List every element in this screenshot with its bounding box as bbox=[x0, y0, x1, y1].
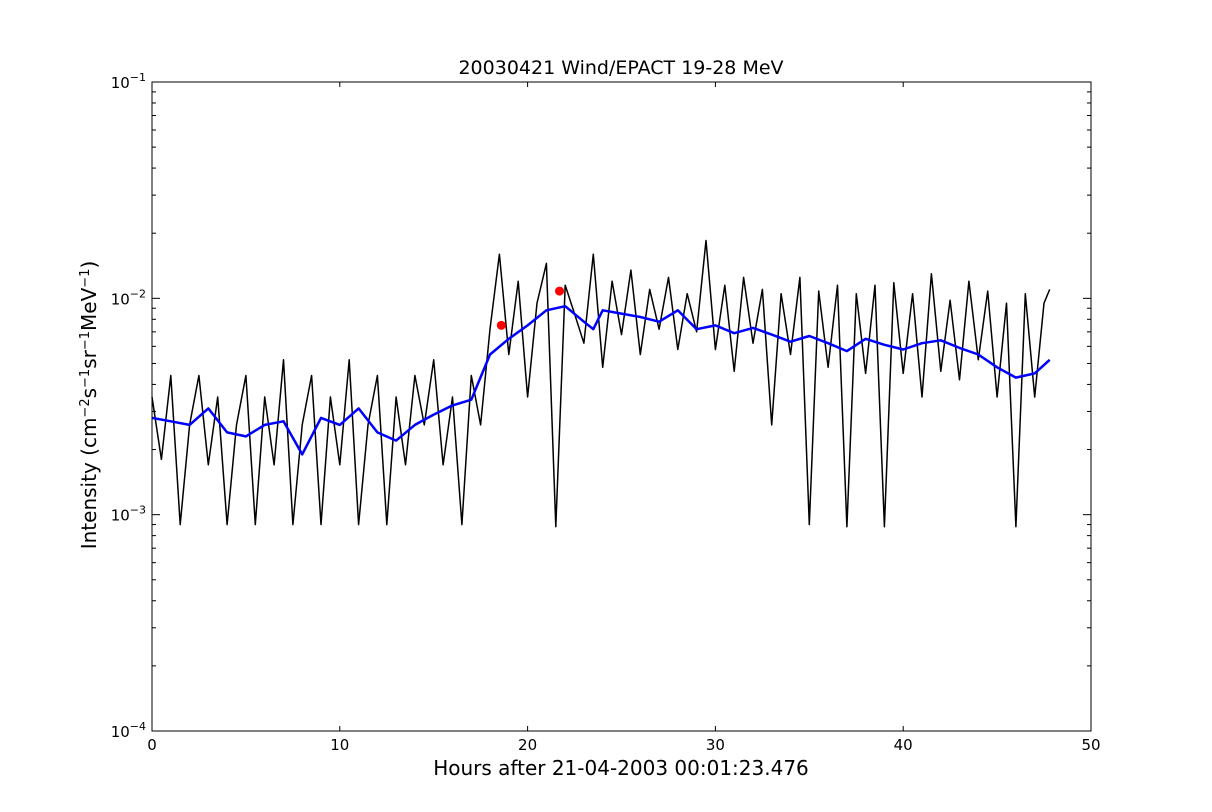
x-tick-label: 20 bbox=[518, 736, 537, 754]
plot-area bbox=[152, 82, 1091, 731]
series-layer bbox=[151, 239, 1051, 528]
y-tick-label: 10−2 bbox=[111, 287, 146, 308]
x-tick-label: 30 bbox=[706, 736, 725, 754]
series-line-raw bbox=[151, 239, 1051, 528]
x-tick-label: 40 bbox=[894, 736, 913, 754]
x-axis-label: Hours after 21-04-2003 00:01:23.476 bbox=[433, 756, 809, 780]
y-axis-label: Intensity (cm−2s−1sr−1MeV−1) bbox=[77, 261, 101, 550]
marker-layer bbox=[496, 286, 565, 330]
x-tick-label: 50 bbox=[1081, 736, 1100, 754]
y-tick-label: 10−4 bbox=[111, 720, 146, 741]
axes-frame bbox=[151, 81, 1092, 732]
axes-layer: 0 10 20 30 40 50 10−4 10−3 10−2 10−1 bbox=[111, 71, 1101, 754]
x-tick-label: 0 bbox=[147, 736, 157, 754]
x-tick-label: 10 bbox=[330, 736, 349, 754]
data-marker-1 bbox=[555, 286, 565, 296]
y-tick-label: 10−3 bbox=[111, 504, 146, 525]
data-marker-0 bbox=[496, 320, 506, 330]
chart-title: 20030421 Wind/EPACT 19-28 MeV bbox=[458, 57, 783, 79]
series-line-smoothed bbox=[151, 304, 1051, 456]
y-tick-label: 10−1 bbox=[111, 71, 146, 92]
plot-background bbox=[152, 82, 1091, 731]
